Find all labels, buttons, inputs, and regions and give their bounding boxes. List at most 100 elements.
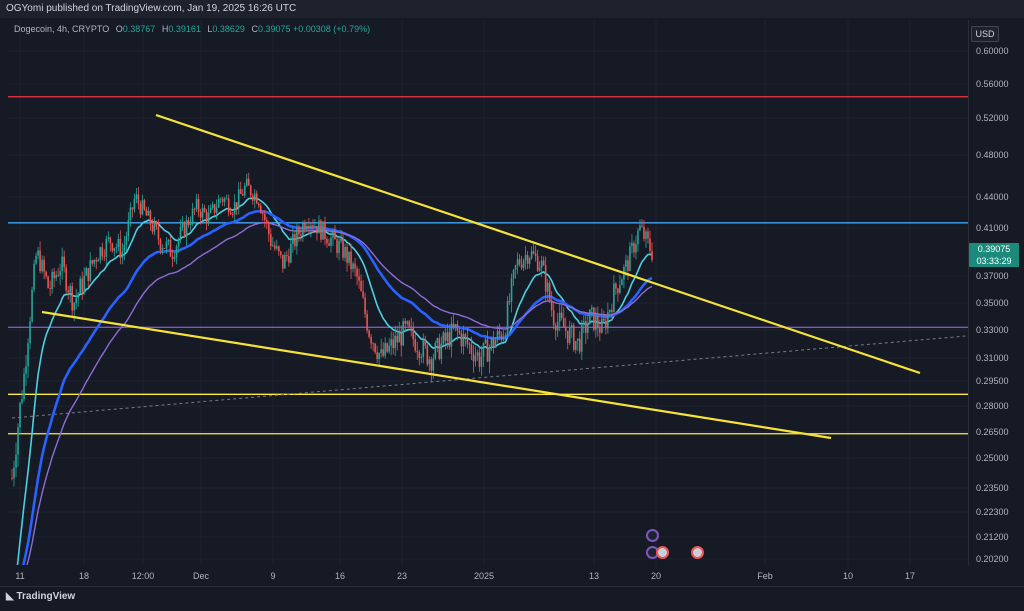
- candle-body: [370, 336, 372, 344]
- candle-body: [129, 207, 132, 220]
- legend: Dogecoin, 4h, CRYPTO O0.38767 H0.39161 L…: [14, 24, 370, 34]
- candle-body: [282, 254, 284, 269]
- candle-body: [97, 259, 100, 262]
- candle-body: [364, 297, 366, 314]
- candle-body: [410, 326, 413, 328]
- candle-body: [406, 321, 409, 324]
- y-tick-label: 0.60000: [976, 46, 1009, 56]
- candle-body: [251, 195, 254, 201]
- candle-body: [430, 359, 433, 371]
- candle-body: [81, 278, 84, 293]
- candle-body: [259, 205, 262, 214]
- candle-body: [294, 234, 296, 247]
- candle-body: [99, 247, 102, 260]
- candle-body: [645, 231, 647, 239]
- y-tick-label: 0.41000: [976, 223, 1009, 233]
- candle-body: [472, 353, 475, 362]
- currency-button[interactable]: USD: [971, 26, 999, 42]
- candle-body: [47, 276, 49, 289]
- candle-body: [440, 343, 443, 359]
- y-tick-label: 0.44000: [976, 192, 1009, 202]
- candle-body: [424, 339, 427, 346]
- candle-body: [19, 402, 21, 428]
- candle-body: [564, 327, 567, 331]
- candle-body: [534, 253, 537, 256]
- event-plus-icon[interactable]: [646, 529, 659, 542]
- x-tick-label: 10: [842, 571, 854, 581]
- candle-body: [326, 239, 328, 244]
- candle-body: [468, 343, 471, 345]
- candle-body: [611, 309, 613, 312]
- candle-body: [356, 268, 358, 277]
- lower-trend-line[interactable]: [41, 310, 832, 440]
- tv-logo-icon: ◣: [6, 591, 17, 602]
- candle-body: [227, 198, 230, 213]
- candle-body: [589, 309, 591, 325]
- candle-body: [358, 276, 360, 281]
- candle-body: [221, 198, 224, 202]
- candle-body: [310, 225, 312, 229]
- candle-body: [290, 243, 292, 263]
- candle-body: [454, 324, 457, 328]
- bottom-bar: [0, 586, 1024, 611]
- candle-body: [488, 347, 491, 362]
- candle-body: [412, 327, 415, 340]
- x-tick-label: 9: [270, 571, 276, 581]
- candle-body: [496, 331, 499, 341]
- upper-trend-line[interactable]: [155, 113, 921, 375]
- candle-body: [580, 323, 583, 352]
- candle-body: [63, 256, 65, 268]
- y-tick-label: 0.25000: [976, 453, 1009, 463]
- candle-body: [245, 178, 248, 186]
- candle-body: [538, 267, 541, 271]
- price-axis[interactable]: [968, 20, 1024, 565]
- candle-body: [304, 223, 306, 230]
- candle-body: [386, 343, 388, 352]
- candle-body: [147, 210, 150, 216]
- candle-body: [625, 260, 627, 267]
- candle-body: [93, 259, 96, 264]
- candle-body: [584, 321, 587, 333]
- candle-body: [37, 250, 39, 256]
- candle-body: [85, 268, 88, 276]
- us-flag-event-icon-2[interactable]: [691, 546, 704, 559]
- candle-body: [444, 332, 447, 341]
- price-chart[interactable]: [8, 20, 968, 565]
- candle-body: [516, 259, 519, 266]
- candle-body: [119, 238, 122, 258]
- candle-body: [362, 291, 364, 298]
- candle-body: [597, 315, 599, 329]
- candle-body: [286, 255, 288, 257]
- x-tick-label: 12:00: [131, 571, 155, 581]
- candle-body: [526, 254, 529, 264]
- x-tick-label: 11: [15, 571, 25, 581]
- candle-body: [115, 247, 118, 248]
- candle-body: [101, 247, 104, 257]
- candle-body: [500, 334, 503, 340]
- candle-body: [87, 268, 90, 281]
- candle-body: [312, 225, 314, 228]
- candle-body: [408, 321, 411, 327]
- candle-body: [159, 239, 162, 250]
- y-tick-label: 0.56000: [976, 79, 1009, 89]
- candle-body: [607, 312, 609, 329]
- candle-body: [595, 315, 597, 330]
- us-flag-event-icon[interactable]: [656, 546, 669, 559]
- candle-body: [215, 207, 218, 213]
- candle-body: [382, 349, 384, 356]
- candle-body: [67, 290, 69, 293]
- bar-countdown: 03:33:29: [976, 256, 1012, 266]
- candle-body: [599, 328, 601, 333]
- legend-close: 0.39075: [257, 24, 291, 34]
- y-tick-label: 0.22300: [976, 507, 1009, 517]
- candle-body: [631, 243, 633, 247]
- candle-body: [566, 330, 569, 343]
- candle-body: [211, 204, 214, 209]
- candle-body: [450, 323, 453, 347]
- candle-body: [432, 358, 435, 371]
- candle-body: [51, 271, 53, 290]
- candle-body: [95, 259, 98, 262]
- candle-body: [59, 271, 61, 276]
- candle-body: [466, 336, 469, 344]
- candle-body: [73, 302, 75, 311]
